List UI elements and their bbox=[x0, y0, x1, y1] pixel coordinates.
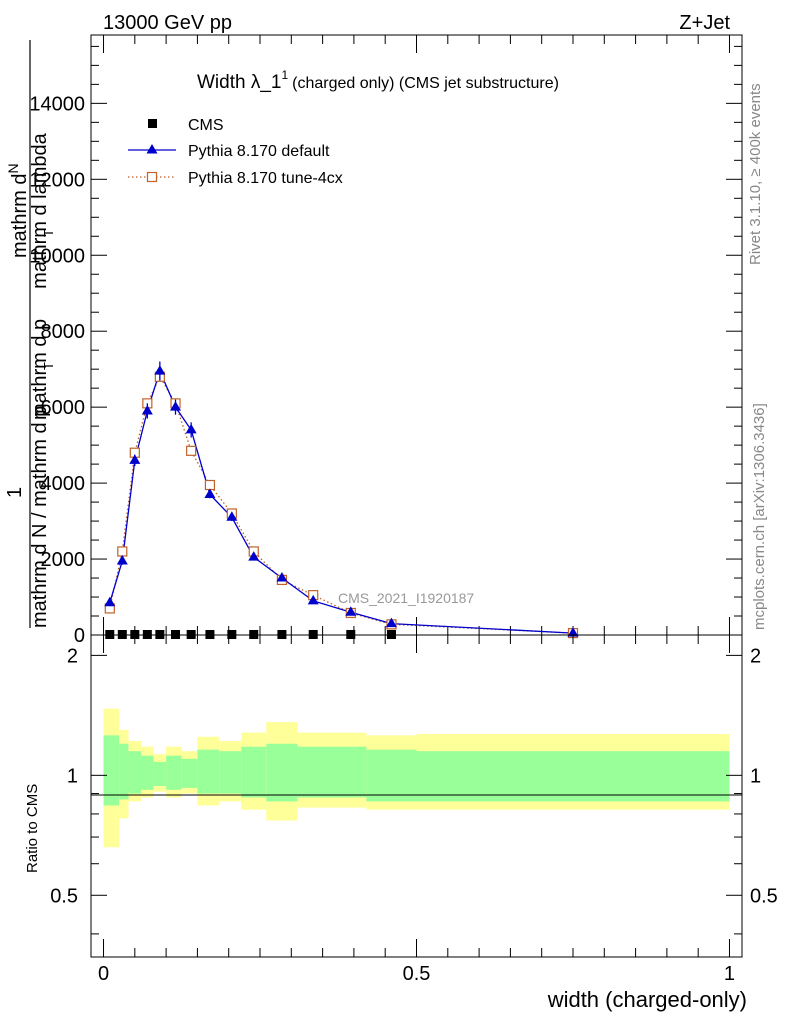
analysis-label: CMS_2021_I1920187 bbox=[338, 590, 474, 606]
legend-cms-marker bbox=[148, 119, 157, 128]
main-panel: 0 2000 4000 6000 8000 10000 12000 14000 Width λ… bbox=[4, 34, 743, 647]
ylabel-bottom: mathrm d N / mathrm d p bbox=[29, 406, 51, 628]
series-default-point bbox=[170, 401, 182, 411]
ratio-inner-band bbox=[219, 751, 242, 794]
ylabel-top: mathrm dN bbox=[5, 163, 31, 258]
plot-title-sub: (charged only) (CMS jet substructure) bbox=[292, 75, 559, 92]
ratio-x-tick-label: 1 bbox=[724, 963, 735, 985]
ratio-y-tick-label-right: 0.5 bbox=[750, 885, 778, 907]
series-default-point bbox=[154, 365, 166, 375]
series-tune4cx-point bbox=[204, 479, 216, 491]
ylabel-one: 1 bbox=[4, 487, 26, 498]
series-default-point bbox=[307, 594, 319, 605]
series-default-point bbox=[204, 488, 216, 498]
series-default-point bbox=[129, 454, 141, 464]
main-y-tick-label: 6000 bbox=[41, 397, 86, 419]
series-default-point bbox=[104, 596, 116, 607]
series-default-point bbox=[567, 627, 579, 637]
main-y-tick-labels: 0 2000 4000 6000 8000 10000 12000 14000 bbox=[29, 93, 85, 647]
ratio-x-tick-labels: 0 0.5 1 bbox=[98, 963, 735, 985]
ratio-x-tick-label: 0.5 bbox=[403, 963, 431, 985]
series-default-point bbox=[345, 606, 357, 616]
series-tune4cx-point bbox=[117, 546, 128, 557]
ratio-inner-band bbox=[241, 746, 267, 798]
ratio-y-tick-label-left: 0.5 bbox=[50, 885, 78, 907]
ratio-inner-band bbox=[181, 758, 198, 788]
main-y-tick-label: 0 bbox=[74, 625, 85, 647]
ratio-x-tick-label: 0 bbox=[98, 963, 109, 985]
main-y-axis-label: 1 mathrm dN mathrm d N / mathrm d p T ma… bbox=[4, 40, 56, 628]
legend-default-marker bbox=[146, 144, 158, 154]
main-y-tick-label: 2000 bbox=[41, 549, 86, 571]
series-default-point bbox=[248, 551, 260, 561]
main-y-tick-label: 8000 bbox=[41, 321, 86, 343]
ylabel-t2: T bbox=[41, 229, 56, 237]
rivet-label: Rivet 3.1.10, ≥ 400k events bbox=[747, 83, 764, 265]
ratio-inner-band bbox=[103, 735, 120, 806]
ratio-inner-band bbox=[366, 749, 417, 802]
ylabel-t1: T bbox=[41, 362, 56, 370]
ratio-inner-band bbox=[297, 746, 332, 798]
ylabel-mid-rest: mathrm d lambda bbox=[29, 132, 51, 288]
series-default-point bbox=[185, 423, 197, 434]
plot-title-sup: 1 bbox=[281, 68, 288, 82]
legend-tune-label: Pythia 8.170 tune-4cx bbox=[188, 170, 343, 187]
ratio-inner-band bbox=[197, 749, 220, 794]
ylabel-mid-dp: mathrm d p bbox=[29, 319, 51, 420]
legend: CMS Pythia 8.170 default Pythia 8.170 tu… bbox=[128, 117, 343, 187]
series-tune4cx-line bbox=[109, 375, 574, 634]
ylabel-top-d: mathrm d bbox=[9, 174, 31, 258]
ratio-x-ticks bbox=[103, 635, 730, 957]
ratio-inner-band bbox=[331, 746, 367, 798]
plot-title-main: Width λ_1 bbox=[197, 72, 281, 93]
legend-cms-label: CMS bbox=[188, 117, 224, 134]
mcplots-label: mcplots.cern.ch [arXiv:1306.3436] bbox=[751, 403, 768, 630]
ratio-frame bbox=[90, 634, 743, 958]
header-left: 13000 GeV pp bbox=[103, 12, 232, 34]
ratio-inner-band bbox=[128, 751, 142, 794]
ratio-inner-band bbox=[141, 755, 154, 790]
ratio-y-tick-labels: 0.5 0.5 1 1 2 2 bbox=[50, 645, 778, 907]
ylabel-mid: mathrm d p mathrm d lambda bbox=[29, 132, 51, 420]
x-axis-label: width (charged-only) bbox=[547, 987, 747, 1012]
ratio-bands bbox=[103, 708, 730, 848]
ratio-panel: 0.5 0.51 12 2 0 0.5 1 Ratio to CMS width (cha… bbox=[24, 634, 778, 1012]
main-y-tick-label: 14000 bbox=[29, 93, 85, 115]
ratio-y-tick-label-left: 2 bbox=[67, 645, 78, 667]
series-tune4cx-point bbox=[186, 445, 197, 456]
ratio-inner-band bbox=[153, 762, 167, 787]
series-default-point bbox=[385, 617, 397, 628]
ylabel-top-n: N bbox=[5, 163, 21, 173]
main-y-tick-label: 10000 bbox=[29, 245, 85, 267]
legend-tune-marker bbox=[146, 171, 158, 183]
header-right: Z+Jet bbox=[679, 12, 730, 34]
series-default-point bbox=[276, 572, 288, 582]
ratio-y-tick-label-left: 1 bbox=[67, 765, 78, 787]
series-default-point bbox=[116, 554, 128, 565]
ratio-inner-band bbox=[166, 755, 182, 790]
plot-title: Width λ_11 (charged only) (CMS jet substr… bbox=[197, 68, 559, 93]
ratio-y-tick-label-right: 2 bbox=[750, 645, 761, 667]
ratio-inner-band bbox=[119, 743, 129, 800]
ratio-inner-band bbox=[416, 751, 730, 802]
main-y-tick-label: 12000 bbox=[29, 169, 85, 191]
ratio-inner-band bbox=[266, 743, 298, 802]
ratio-y-label: Ratio to CMS bbox=[24, 784, 41, 873]
ratio-y-tick-label-right: 1 bbox=[750, 765, 761, 787]
series-default-point bbox=[226, 511, 238, 521]
legend-default-label: Pythia 8.170 default bbox=[188, 143, 330, 160]
ratio-y-ticks bbox=[91, 654, 742, 935]
main-y-ticks bbox=[91, 45, 742, 636]
series-default-point bbox=[141, 404, 153, 415]
main-y-tick-label: 4000 bbox=[41, 473, 86, 495]
